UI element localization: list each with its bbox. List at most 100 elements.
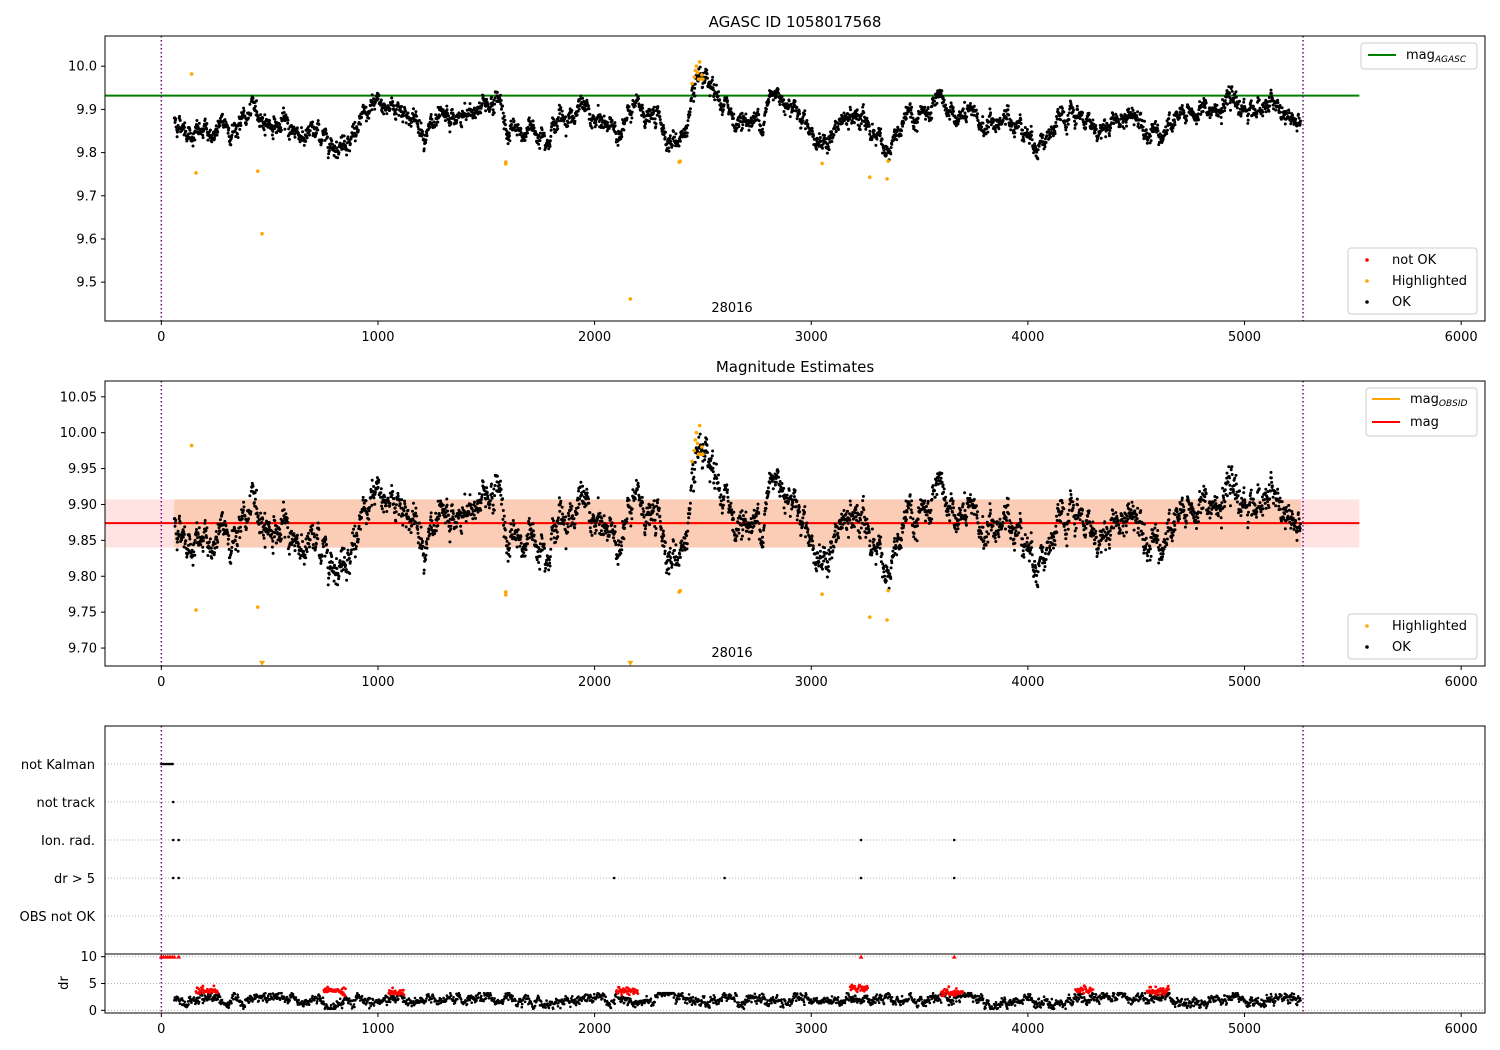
point-ok: [648, 120, 651, 123]
point-ok: [308, 129, 312, 133]
point-ok: [664, 541, 667, 544]
point-ok: [447, 520, 451, 524]
point-ok: [1165, 132, 1169, 136]
point-ok: [961, 107, 965, 111]
point-ok: [548, 555, 552, 559]
point-ok: [1053, 132, 1057, 136]
point-ok: [634, 478, 638, 482]
point-ok: [519, 535, 523, 539]
point-ok: [229, 561, 233, 565]
point-ok: [1223, 109, 1227, 113]
point-ok: [282, 111, 286, 114]
point-highlighted: [255, 169, 260, 173]
point-ok: [986, 130, 990, 134]
point-ok: [625, 116, 629, 120]
point-ok: [394, 519, 398, 523]
point-ok: [908, 102, 912, 106]
point-ok: [185, 555, 189, 559]
point-ok: [210, 140, 214, 144]
point-ok: [348, 560, 352, 564]
point-ok: [295, 533, 299, 537]
point-ok: [349, 551, 353, 554]
point-ok: [579, 480, 583, 484]
point-ok: [354, 133, 358, 137]
point-ok: [610, 521, 614, 525]
point-ok: [236, 136, 240, 139]
point-ok: [597, 523, 601, 526]
point-ok: [448, 540, 452, 544]
point-ok: [404, 525, 408, 529]
point-ok: [1006, 104, 1010, 108]
point-ok: [270, 545, 274, 549]
point-ok: [1109, 126, 1113, 130]
point-ok: [205, 127, 209, 131]
point-ok: [688, 507, 692, 511]
point-ok: [1216, 114, 1220, 118]
point-ok: [912, 125, 916, 129]
point-ok: [417, 119, 421, 122]
point-ok: [224, 120, 228, 124]
point-ok: [976, 112, 979, 116]
point-ok: [548, 139, 552, 143]
point-ok: [204, 529, 208, 533]
point-ok: [367, 509, 371, 513]
point-ok: [1141, 125, 1145, 129]
point-ok: [644, 524, 648, 528]
point-ok: [1029, 124, 1033, 128]
point-ok: [661, 529, 665, 533]
point-ok: [351, 531, 354, 535]
point-ok: [725, 483, 729, 487]
point-ok: [588, 511, 592, 515]
point-ok: [596, 496, 600, 500]
point-ok: [726, 499, 730, 503]
point-ok: [1067, 111, 1071, 115]
point-ok: [1132, 123, 1136, 127]
point-ok: [640, 495, 644, 499]
point-ok: [669, 556, 673, 560]
point-ok: [711, 449, 715, 453]
point-ok: [622, 537, 626, 541]
point-ok: [215, 545, 219, 549]
point-ok: [1036, 157, 1040, 161]
point-ok: [412, 107, 415, 111]
point-ok: [206, 138, 210, 142]
point-ok: [787, 99, 791, 103]
point-ok: [972, 104, 976, 108]
point-ok: [801, 119, 805, 123]
point-ok: [471, 116, 475, 120]
point-ok: [490, 95, 493, 99]
point-ok: [415, 524, 419, 528]
point-ok: [747, 537, 751, 541]
point-ok: [1225, 102, 1229, 106]
point-ok: [507, 131, 511, 135]
point-ok: [419, 525, 423, 529]
point-ok: [406, 508, 410, 512]
panel-agasc-xtick-label: 6000: [1445, 330, 1478, 345]
point-ok: [1065, 125, 1068, 129]
point-ok: [547, 558, 551, 562]
point-ok: [487, 506, 491, 510]
point-ok: [205, 536, 209, 539]
point-ok: [365, 113, 369, 117]
point-ok: [1059, 118, 1063, 122]
point-ok: [811, 129, 814, 133]
point-ok: [490, 496, 494, 500]
point-ok: [394, 117, 398, 121]
point-ok: [345, 578, 349, 582]
point-ok: [213, 551, 216, 555]
point-ok: [441, 503, 445, 507]
point-ok: [227, 534, 231, 538]
point-ok: [229, 143, 233, 147]
point-ok: [868, 132, 872, 136]
point-ok: [942, 98, 946, 102]
point-ok: [1173, 123, 1177, 127]
point-ok: [516, 123, 520, 127]
point-ok: [1136, 110, 1140, 114]
point-ok: [803, 109, 807, 113]
point-ok: [564, 134, 568, 138]
point-ok: [674, 132, 678, 136]
panel-agasc-annotation: 28016: [711, 301, 752, 316]
point-ok: [208, 128, 212, 132]
point-ok: [519, 541, 523, 545]
point-ok: [443, 119, 447, 123]
